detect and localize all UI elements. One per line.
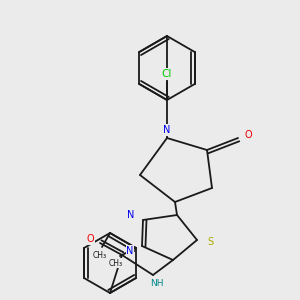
- Text: N: N: [163, 125, 171, 135]
- Text: Cl: Cl: [162, 69, 172, 79]
- Text: NH: NH: [150, 278, 164, 287]
- Text: O: O: [244, 130, 252, 140]
- Text: CH₃: CH₃: [109, 259, 123, 268]
- Text: N: N: [127, 210, 135, 220]
- Text: O: O: [86, 234, 94, 244]
- Text: S: S: [207, 237, 213, 247]
- Text: N: N: [126, 246, 134, 256]
- Text: CH₃: CH₃: [93, 250, 107, 260]
